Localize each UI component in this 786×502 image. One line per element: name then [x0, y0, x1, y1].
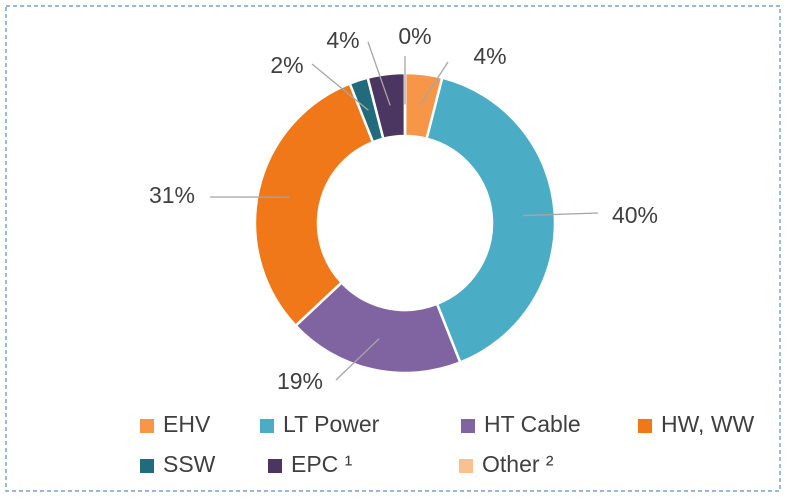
legend-label: HT Cable	[484, 411, 581, 437]
data-label: 4%	[326, 27, 359, 53]
legend-label: EPC ¹	[291, 451, 353, 477]
legend-label: SSW	[163, 451, 216, 477]
legend-label: LT Power	[283, 411, 380, 437]
data-label: 19%	[277, 368, 323, 394]
legend-swatch	[260, 419, 274, 433]
legend-label: EHV	[163, 411, 211, 437]
donut-slice	[427, 78, 555, 363]
legend-swatch	[461, 419, 475, 433]
legend-swatch	[459, 459, 473, 473]
data-label: 2%	[270, 52, 303, 78]
legend-label: HW, WW	[661, 411, 755, 437]
data-label: 4%	[473, 43, 506, 69]
legend-swatch	[140, 419, 154, 433]
data-label: 31%	[149, 182, 195, 208]
legend-label: Other ²	[482, 451, 554, 477]
legend-swatch	[268, 459, 282, 473]
donut-slice	[255, 84, 373, 326]
legend-swatch	[638, 419, 652, 433]
legend-swatch	[140, 459, 154, 473]
data-label: 0%	[398, 23, 431, 49]
data-label: 40%	[612, 202, 658, 228]
